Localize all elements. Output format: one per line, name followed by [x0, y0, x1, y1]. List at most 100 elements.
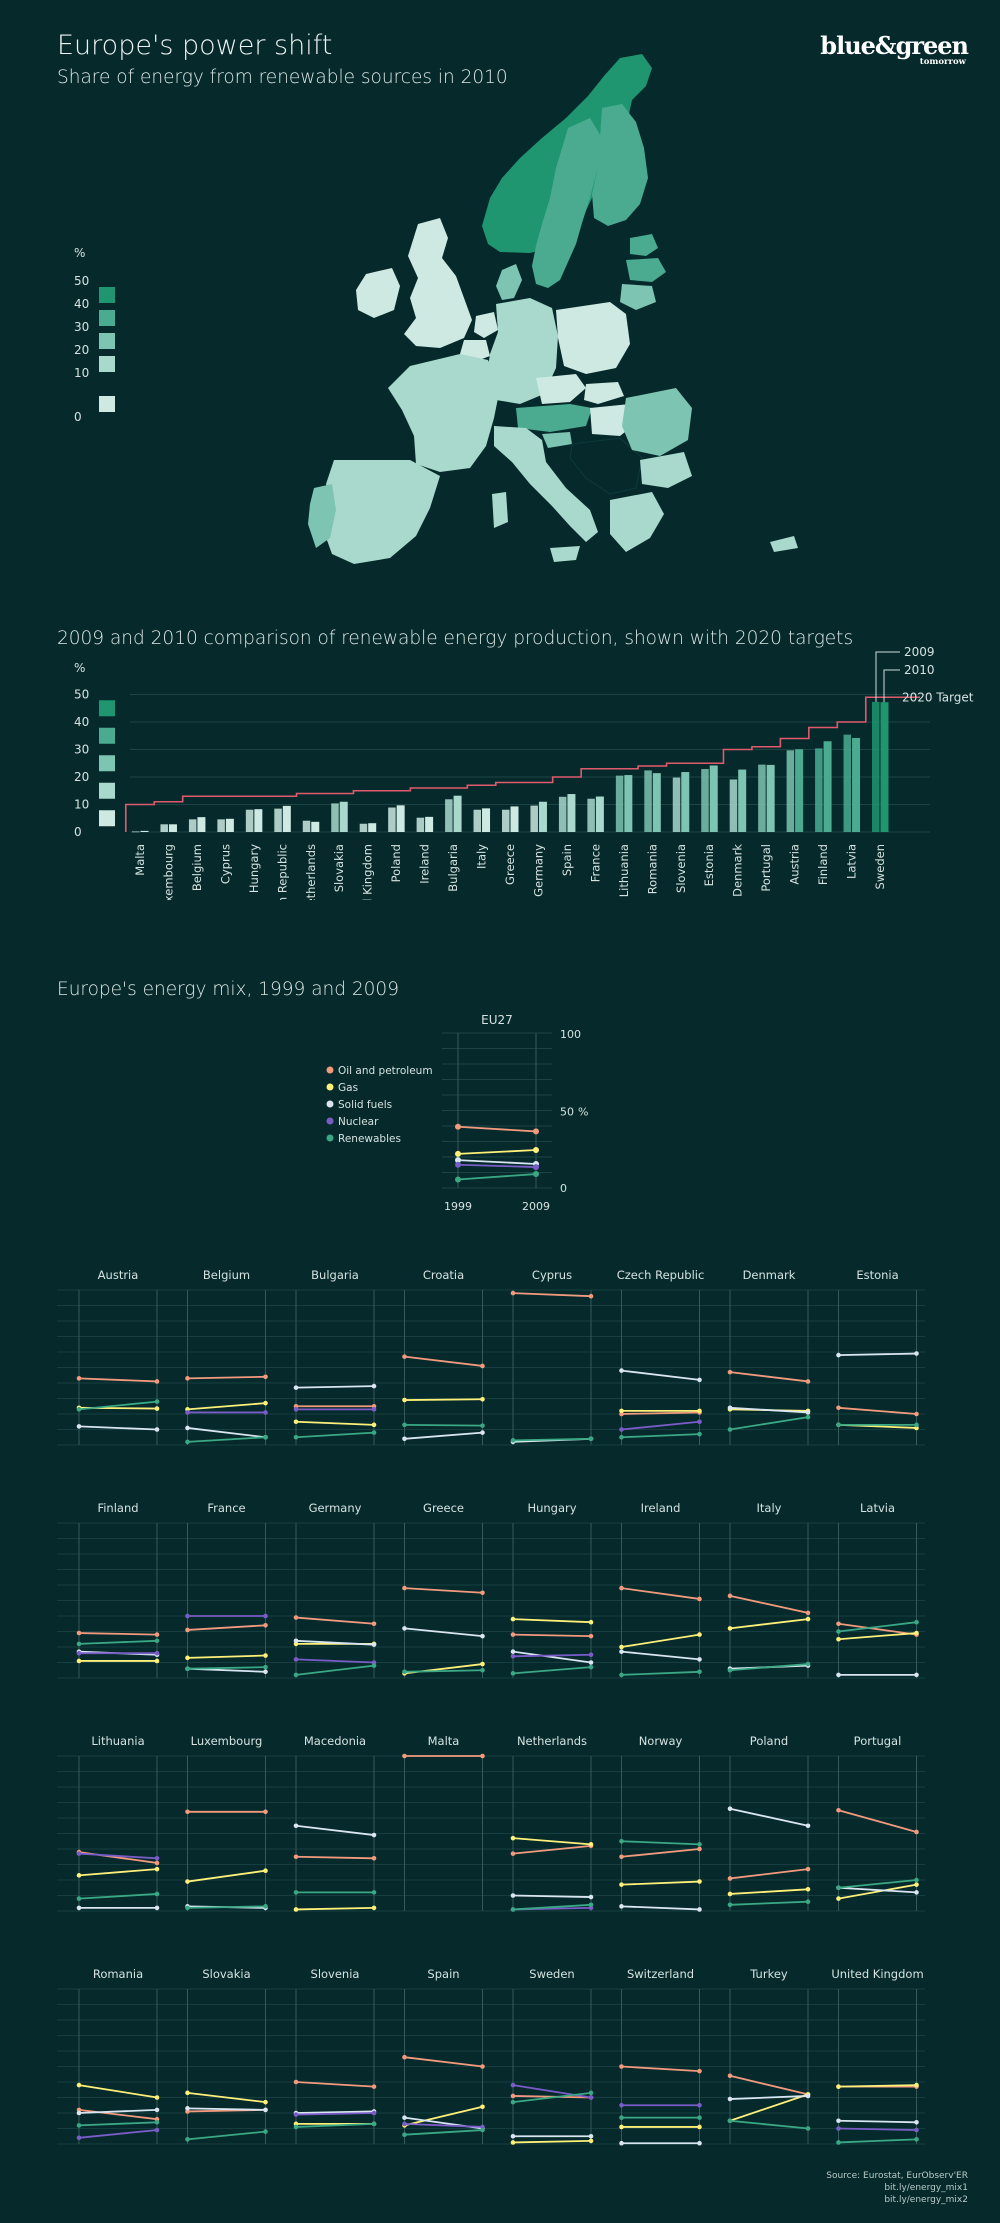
slovakia-renewables-point-start — [185, 2137, 190, 2142]
czech-republic-renewables-line — [621, 1433, 700, 1439]
eu27-axis-label: 50 — [560, 1106, 574, 1119]
romania-gas-point-end — [154, 2095, 160, 2100]
switzerland-solid-fuels-point-end — [697, 2140, 702, 2146]
poland-oil-point-end — [805, 1866, 811, 1872]
italy-gas-line — [729, 1618, 809, 1630]
eu27-axis-label: 0 — [560, 1182, 567, 1195]
bar-2009-malta — [132, 831, 140, 833]
source-note: Source: Eurostat, EurObserv'ER bit.ly/en… — [826, 2170, 968, 2206]
source-link-2[interactable]: bit.ly/energy_mix2 — [884, 2195, 968, 2205]
bulgaria-solid-fuels-line — [295, 1385, 375, 1389]
slovakia-gas-point-start — [185, 2090, 190, 2096]
belgium-solid-fuels-line — [187, 1427, 266, 1439]
netherlands-gas-point-end — [588, 1842, 594, 1847]
poland-solid-fuels-line — [729, 1807, 809, 1827]
germany-nuclear-point-start — [293, 1657, 299, 1662]
slovenia-renewables-point-start — [293, 2124, 299, 2130]
bar-chart-unit: % — [74, 661, 85, 675]
ireland-oil-point-end — [697, 1596, 702, 1602]
bar-2010-estonia — [709, 765, 718, 832]
austria-renewables-line — [78, 1400, 158, 1411]
eu27-axis-unit: % — [578, 1106, 588, 1119]
eu27-oil-line — [457, 1125, 537, 1133]
bar-2010-greece — [510, 806, 519, 832]
source-link-1[interactable]: bit.ly/energy_mix1 — [884, 2183, 968, 2193]
luxembourg-renewables-point-start — [185, 1905, 190, 1911]
italy-gas-point-start — [727, 1626, 733, 1631]
netherlands-renewables-point-end — [588, 1902, 594, 1908]
estonia-oil-point-end — [914, 1411, 919, 1417]
bar-2010-france — [595, 796, 604, 832]
bar-category-label: Lithuania — [617, 844, 631, 897]
map-legend-tick: 10 — [74, 366, 90, 380]
estonia-solid-fuels-point-end — [914, 1351, 919, 1356]
mix-legend-label-solid-fuels: Solid fuels — [338, 1099, 392, 1111]
switzerland-renewables-point-end — [697, 2115, 702, 2120]
bar-2009-bulgaria — [445, 799, 453, 832]
slovenia-oil-point-start — [293, 2079, 299, 2085]
portugal-oil-point-end — [914, 1829, 919, 1835]
germany-renewables-point-end — [371, 1663, 377, 1668]
legend-swatch-40 — [99, 310, 115, 326]
map-legend-tick: 40 — [74, 297, 90, 311]
page-title: Europe's power shift — [57, 30, 333, 61]
norway-solid-fuels-point-end — [697, 1907, 702, 1912]
denmark-solid-fuels-line — [729, 1406, 809, 1414]
country-title-germany: Germany — [309, 1501, 362, 1515]
poland-oil-line — [729, 1868, 809, 1880]
bar-2010-slovakia — [339, 801, 348, 832]
bar-2009-spain — [558, 796, 567, 832]
bar-category-label: Spain — [560, 844, 574, 876]
latvia-renewables-point-end — [914, 1619, 919, 1625]
source-line: Source: Eurostat, EurObserv'ER — [826, 2171, 968, 2181]
bar-legend-swatch — [99, 810, 115, 827]
eu27-year-start: 1999 — [444, 1200, 472, 1213]
luxembourg-oil-point-start — [185, 1809, 190, 1815]
bar-legend-swatch — [99, 700, 115, 717]
germany-nuclear-line — [295, 1658, 375, 1664]
ireland-gas-line — [621, 1633, 700, 1648]
country-title-estonia: Estonia — [856, 1268, 898, 1282]
bar-2010-spain — [567, 794, 576, 832]
slovakia-solid-fuels-point-start — [185, 2106, 190, 2111]
map-spain — [324, 460, 440, 564]
target-2020-line — [124, 696, 920, 832]
france-oil-point-start — [185, 1627, 190, 1633]
bar-2009-poland — [388, 807, 396, 832]
luxembourg-gas-point-end — [263, 1868, 268, 1873]
bar-2009-cyprus — [217, 819, 225, 832]
bar-2009-denmark — [729, 779, 738, 832]
netherlands-gas-point-start — [510, 1835, 516, 1841]
romania-oil-line — [78, 2109, 158, 2121]
belgium-renewables-point-start — [185, 1439, 190, 1445]
luxembourg-gas-point-start — [185, 1879, 190, 1884]
czech-republic-oil-line — [621, 1411, 700, 1415]
latvia-oil-line — [838, 1622, 917, 1636]
country-title-norway: Norway — [639, 1734, 683, 1748]
france-gas-line — [187, 1654, 266, 1659]
malta-oil-point-start — [402, 1753, 407, 1759]
austria-solid-fuels-line — [78, 1425, 158, 1431]
bar-section-title: 2009 and 2010 comparison of renewable en… — [57, 628, 854, 649]
ireland-gas-point-end — [697, 1632, 702, 1637]
logo-sub-text: tomorrow — [919, 57, 966, 67]
spain-gas-line — [404, 2105, 483, 2127]
bar-2009-lithuania — [615, 775, 624, 832]
bar-category-label: Slovenia — [674, 844, 688, 893]
romania-renewables-point-start — [76, 2123, 82, 2128]
country-title-croatia: Croatia — [423, 1268, 464, 1282]
switzerland-oil-line — [621, 2065, 700, 2073]
austria-oil-point-start — [76, 1376, 82, 1381]
finland-oil-point-end — [154, 1632, 160, 1637]
bar-category-label: United Kingdom — [361, 844, 375, 900]
map-denmark — [496, 264, 522, 300]
bar-2009-united-kingdom — [359, 823, 368, 832]
czech-republic-gas-point-start — [619, 1408, 624, 1414]
estonia-oil-line — [838, 1406, 917, 1415]
bar-2009-belgium — [188, 819, 197, 832]
denmark-renewables-point-start — [727, 1427, 733, 1432]
mix-legend-dot-renewables — [326, 1134, 334, 1142]
macedonia-gas-line — [295, 1907, 375, 1911]
bar-category-label: Finland — [816, 844, 830, 885]
lithuania-solid-fuels-point-start — [76, 1905, 82, 1911]
